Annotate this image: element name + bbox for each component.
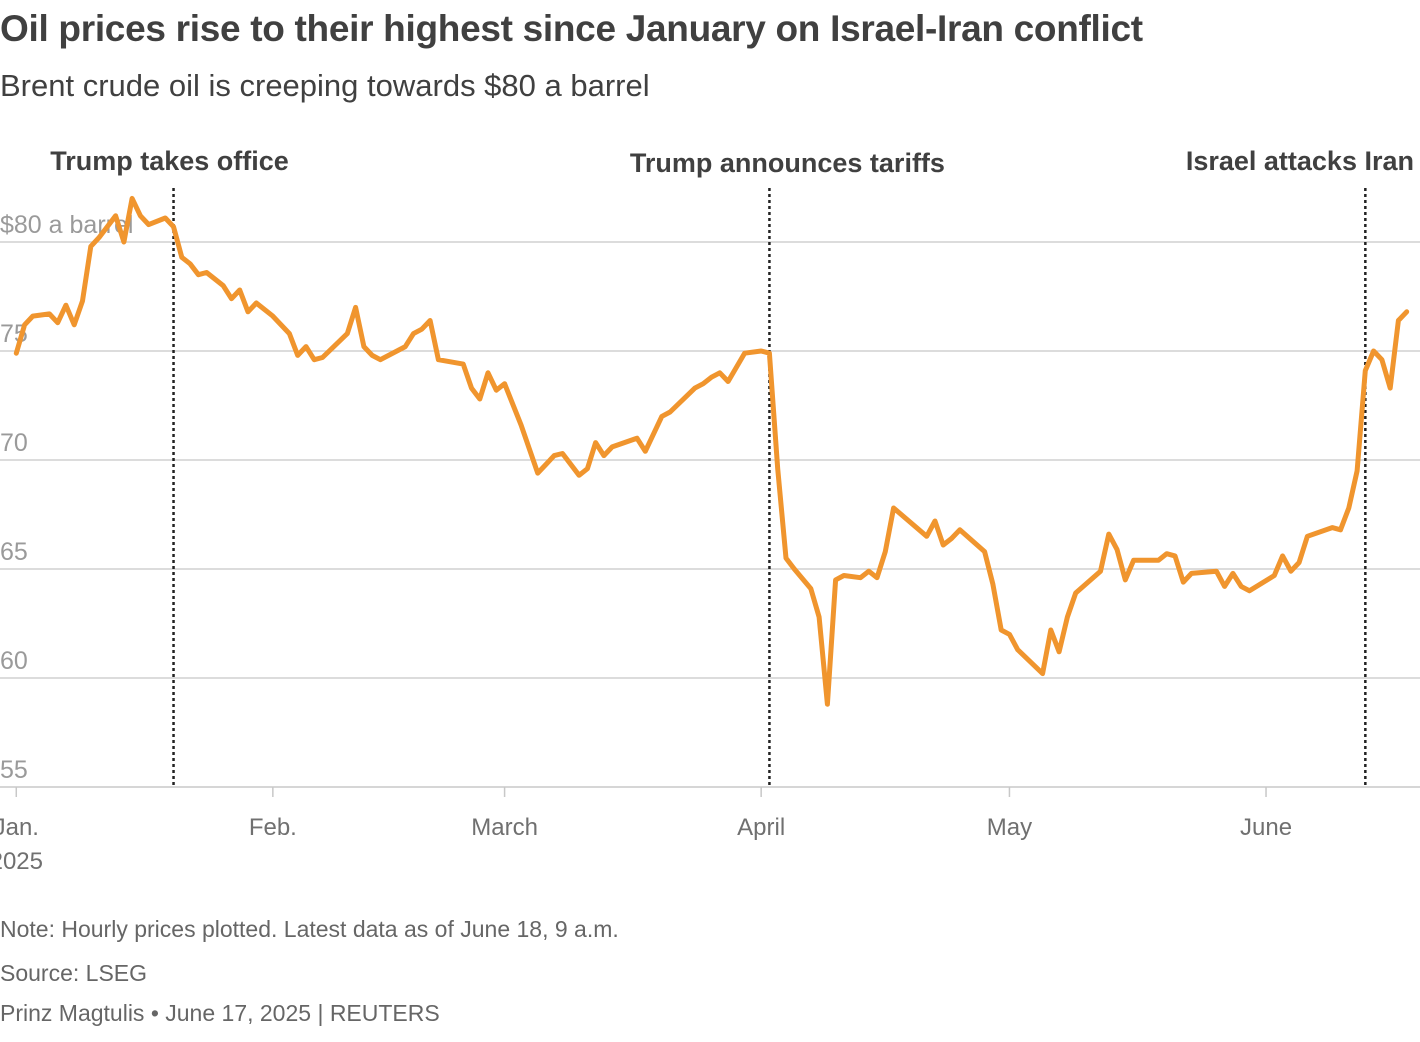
annotation-label: Trump announces tariffs	[630, 148, 945, 178]
chart-source: Source: LSEG	[0, 960, 148, 986]
gridlines	[0, 241, 1420, 788]
chart-credit: Prinz Magtulis • June 17, 2025 | REUTERS	[0, 1000, 440, 1026]
x-tick-label: June	[1240, 814, 1292, 841]
y-tick-label: 70	[0, 429, 28, 457]
x-tick-sublabel: 2025	[0, 848, 43, 875]
chart-subtitle: Brent crude oil is creeping towards $80 …	[0, 68, 650, 103]
x-tick-label: March	[471, 814, 538, 841]
y-tick-label: 60	[0, 647, 28, 675]
annotation-label: Trump takes office	[50, 146, 289, 176]
annotation-label: Israel attacks Iran	[1186, 146, 1414, 176]
series-layer	[13, 195, 1410, 707]
x-tick-label: Feb.	[249, 814, 297, 841]
event-annotations: Trump takes office Trump announces tariff…	[50, 146, 1414, 787]
y-tick-label: 55	[0, 756, 28, 784]
brent-price-line	[13, 195, 1410, 707]
chart-note: Note: Hourly prices plotted. Latest data…	[0, 916, 619, 942]
x-tick-label: May	[987, 814, 1032, 841]
x-axis-ticks: Jan. 2025 Feb. March April May June	[0, 787, 1292, 875]
x-tick-label: Jan.	[0, 814, 39, 841]
x-tick-label: April	[737, 814, 785, 841]
chart-title: Oil prices rise to their highest since J…	[0, 8, 1143, 49]
y-tick-label: 65	[0, 538, 28, 566]
